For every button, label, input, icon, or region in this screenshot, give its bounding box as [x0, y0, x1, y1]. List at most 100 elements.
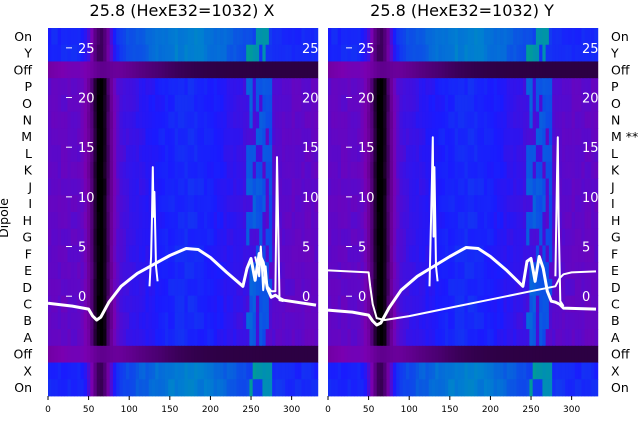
heatmap-cell: [532, 329, 537, 347]
heatmap-cell: [386, 195, 391, 213]
heatmap-cell: [314, 295, 319, 313]
heatmap-cell: [90, 128, 95, 146]
heatmap-cell: [353, 128, 358, 146]
heatmap-cell: [568, 111, 573, 129]
heatmap-cell: [301, 345, 306, 363]
heatmap-cell: [438, 245, 443, 263]
heatmap-cell: [474, 345, 479, 363]
heatmap-cell: [496, 212, 501, 230]
heatmap-cell: [568, 278, 573, 297]
heatmap-cell: [503, 329, 508, 347]
heatmap-cell: [529, 295, 534, 313]
heatmap-cell: [220, 262, 225, 280]
heatmap-cell: [366, 362, 371, 380]
heatmap-cell: [396, 78, 401, 96]
heatmap-cell: [109, 178, 114, 196]
heatmap-cell: [584, 329, 589, 347]
heatmap-cell: [207, 329, 212, 347]
heatmap-cell: [259, 228, 263, 246]
heatmap-cell: [275, 278, 280, 297]
heatmap-cell: [155, 329, 160, 347]
heatmap-cell: [451, 128, 456, 146]
heatmap-cell: [552, 295, 556, 313]
heatmap-cell: [548, 379, 553, 397]
heatmap-cell: [48, 178, 52, 196]
heatmap-cell: [513, 178, 518, 196]
row-label: Y: [610, 46, 619, 61]
heatmap-cell: [145, 228, 150, 246]
heatmap-cell: [389, 329, 394, 347]
heatmap-cell: [409, 278, 414, 297]
heatmap-cell: [496, 94, 501, 113]
heatmap-cell: [272, 128, 276, 146]
heatmap-cell: [168, 128, 173, 146]
heatmap-cell: [480, 212, 485, 230]
heatmap-cell: [448, 362, 453, 380]
heatmap-cell: [158, 295, 163, 313]
heatmap-cell: [591, 329, 595, 347]
heatmap-cell: [591, 345, 595, 363]
heatmap-cell: [545, 61, 550, 79]
heatmap-cell: [129, 44, 134, 62]
heatmap-cell: [307, 262, 312, 280]
heatmap-cell: [451, 295, 456, 313]
heatmap-cell: [474, 212, 479, 230]
heatmap-cell: [379, 78, 384, 96]
heatmap-cell: [467, 78, 472, 96]
heatmap-cell: [203, 145, 208, 163]
heatmap-cell: [328, 145, 332, 163]
heatmap-cell: [99, 262, 104, 280]
heatmap-cell: [448, 145, 453, 163]
heatmap-cell: [233, 44, 238, 62]
heatmap-cell: [285, 245, 289, 263]
heatmap-cell: [347, 379, 352, 397]
heatmap-cell: [291, 195, 296, 213]
heatmap-cell: [138, 345, 143, 363]
heatmap-cell: [285, 329, 289, 347]
heatmap-cell: [522, 161, 527, 179]
heatmap-cell: [451, 212, 456, 230]
heatmap-cell: [584, 345, 589, 363]
heatmap-cell: [535, 94, 540, 113]
heatmap-cell: [311, 78, 315, 96]
heatmap-cell: [418, 312, 423, 330]
heatmap-cell: [278, 212, 283, 230]
heatmap-cell: [301, 111, 306, 129]
heatmap-cell: [194, 178, 199, 196]
heatmap-cell: [376, 212, 381, 230]
heatmap-cell: [70, 161, 75, 179]
heatmap-cell: [77, 111, 82, 129]
heatmap-cell: [236, 78, 241, 96]
heatmap-cell: [532, 44, 537, 62]
heatmap-cell: [405, 94, 410, 113]
heatmap-cell: [415, 195, 420, 213]
heatmap-cell: [337, 295, 342, 313]
heatmap-cell: [109, 312, 114, 330]
heatmap-cell: [487, 161, 492, 179]
heatmap-cell: [415, 128, 420, 146]
heatmap-cell: [526, 262, 531, 280]
heatmap-cell: [249, 145, 254, 163]
heatmap-cell: [262, 379, 267, 397]
heatmap-cell: [207, 345, 212, 363]
heatmap-cell: [132, 61, 137, 79]
heatmap-cell: [435, 161, 440, 179]
heatmap-cell: [422, 44, 427, 62]
heatmap-cell: [129, 178, 134, 196]
heatmap-cell: [500, 111, 505, 129]
heatmap-cell: [535, 178, 540, 196]
heatmap-cell: [399, 278, 404, 297]
row-label: G: [22, 230, 32, 245]
heatmap-cell: [493, 128, 498, 146]
heatmap-cell: [340, 295, 345, 313]
heatmap-cell: [470, 228, 475, 246]
heatmap-cell: [307, 61, 312, 79]
heatmap-cell: [337, 329, 342, 347]
heatmap-cell: [438, 262, 443, 280]
heatmap-cell: [532, 128, 537, 146]
heatmap-cell: [594, 44, 599, 62]
heatmap-cell: [190, 278, 195, 297]
heatmap-cell: [422, 94, 427, 113]
heatmap-cell: [70, 278, 75, 297]
heatmap-cell: [496, 44, 501, 62]
